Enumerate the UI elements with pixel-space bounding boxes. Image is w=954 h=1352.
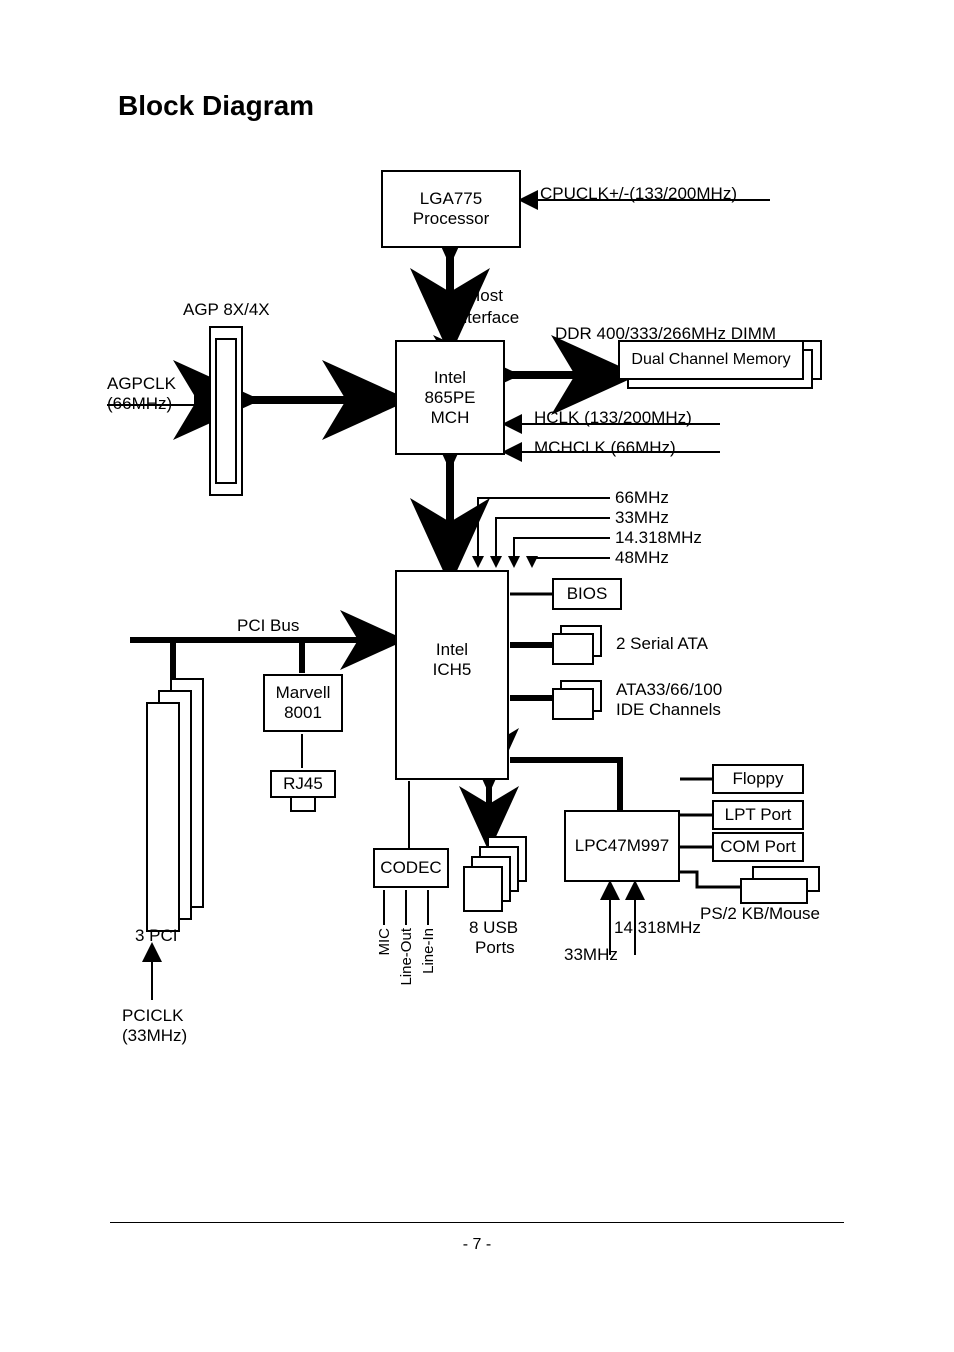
- mch-l1: Intel: [434, 368, 466, 388]
- pciclk-l1: PCICLK: [122, 1006, 183, 1026]
- cpu-block: LGA775 Processor: [381, 170, 521, 248]
- lineout-label: Line-Out: [398, 928, 415, 986]
- mchclk-label: MCHCLK (66MHz): [534, 438, 676, 458]
- floppy-block: Floppy: [712, 764, 804, 794]
- hclk-label: HCLK (133/200MHz): [534, 408, 692, 428]
- marvell-l2: 8001: [284, 703, 322, 723]
- rj45-block: RJ45: [270, 770, 336, 798]
- cpuclk-label: CPUCLK+/-(133/200MHz): [540, 184, 737, 204]
- linein-label: Line-In: [420, 928, 437, 974]
- marvell-l1: Marvell: [276, 683, 331, 703]
- lpc-block: LPC47M997: [564, 810, 680, 882]
- agpclk-l1: AGPCLK: [107, 374, 176, 394]
- c14: 14.318MHz: [615, 528, 702, 548]
- c48: 48MHz: [615, 548, 669, 568]
- host-iface-l2: Interface: [453, 308, 519, 328]
- ich-l2: ICH5: [433, 660, 472, 680]
- ich-block: Intel ICH5: [395, 570, 509, 780]
- page-title: Block Diagram: [118, 90, 314, 122]
- sata-label: 2 Serial ATA: [616, 634, 708, 654]
- ps2-label: PS/2 KB/Mouse: [700, 904, 820, 924]
- ata-l2: IDE Channels: [616, 700, 721, 720]
- c33: 33MHz: [615, 508, 669, 528]
- codec-block: CODEC: [373, 848, 449, 888]
- host-iface-l1: Host: [468, 286, 503, 306]
- usb-l1: 8 USB: [469, 918, 518, 938]
- footer-rule: [110, 1222, 844, 1223]
- mic-label: MIC: [376, 928, 393, 956]
- pci-bus-label: PCI Bus: [237, 616, 299, 636]
- ich-l1: Intel: [436, 640, 468, 660]
- ata-l1: ATA33/66/100: [616, 680, 722, 700]
- pciclk-l2: (33MHz): [122, 1026, 187, 1046]
- mch-l3: MCH: [431, 408, 470, 428]
- lpt-block: LPT Port: [712, 800, 804, 830]
- agpclk-l2: (66MHz): [107, 394, 172, 414]
- mch-block: Intel 865PE MCH: [395, 340, 505, 455]
- bios-block: BIOS: [552, 578, 622, 610]
- mch-l2: 865PE: [424, 388, 475, 408]
- lpc14-label: 14.318MHz: [614, 918, 701, 938]
- com-block: COM Port: [712, 832, 804, 862]
- c66: 66MHz: [615, 488, 669, 508]
- marvell-block: Marvell 8001: [263, 674, 343, 732]
- cpu-line1: LGA775: [420, 189, 482, 209]
- agp-label: AGP 8X/4X: [183, 300, 270, 320]
- lpc33-label: 33MHz: [564, 945, 618, 965]
- pci3-label: 3 PCI: [135, 926, 178, 946]
- page-number: - 7 -: [0, 1236, 954, 1254]
- usb-l2: Ports: [475, 938, 515, 958]
- cpu-line2: Processor: [413, 209, 490, 229]
